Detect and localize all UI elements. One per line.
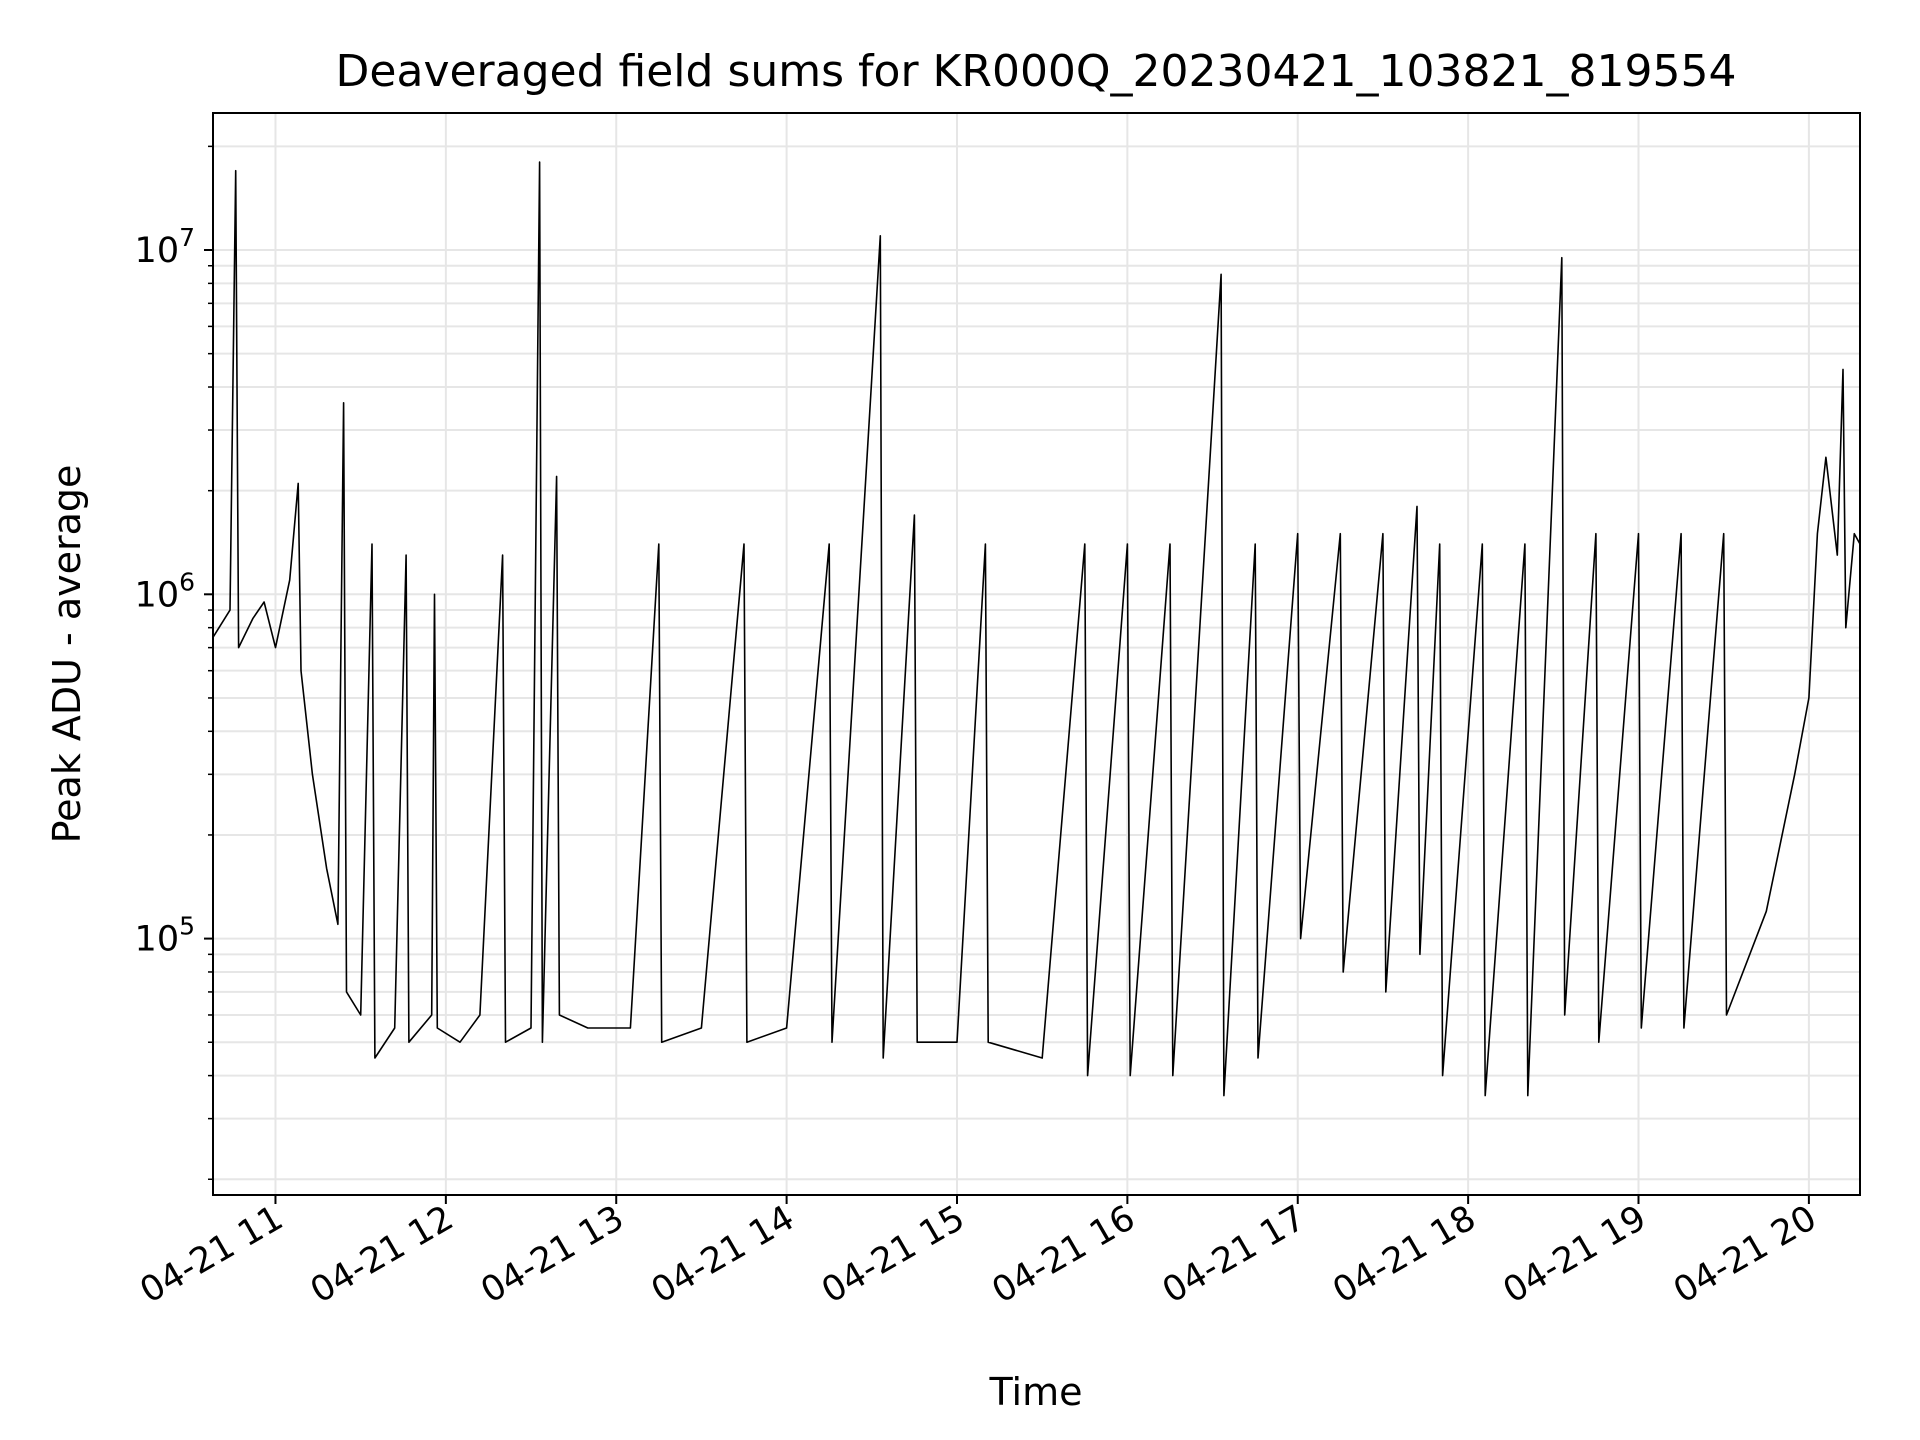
x-tick-label: 04-21 17: [1156, 1198, 1312, 1311]
x-tick-label: 04-21 11: [134, 1198, 290, 1311]
plot-frame: [212, 112, 1861, 1196]
x-tick-label: 04-21 16: [986, 1198, 1142, 1311]
x-tick-label: 04-21 12: [304, 1198, 460, 1311]
x-tick-label: 04-21 19: [1497, 1198, 1653, 1311]
y-axis-label: Peak ADU - average: [45, 465, 89, 844]
x-axis-label: Time: [989, 1370, 1083, 1414]
x-tick-label: 04-21 13: [474, 1198, 630, 1311]
chart-title: Deaveraged field sums for KR000Q_2023042…: [336, 46, 1737, 97]
series-line: [212, 161, 1861, 1097]
data-layer: [212, 161, 1861, 1097]
x-tick-label: 04-21 18: [1326, 1198, 1482, 1311]
x-tick-label: 04-21 14: [645, 1198, 801, 1311]
x-tick-label: 04-21 15: [815, 1198, 971, 1311]
y-tick-label: 106: [135, 567, 195, 615]
grid: [213, 113, 1860, 1195]
x-tick-label: 04-21 20: [1667, 1198, 1823, 1311]
y-tick-label: 107: [135, 223, 195, 271]
y-tick-label: 105: [135, 912, 195, 960]
